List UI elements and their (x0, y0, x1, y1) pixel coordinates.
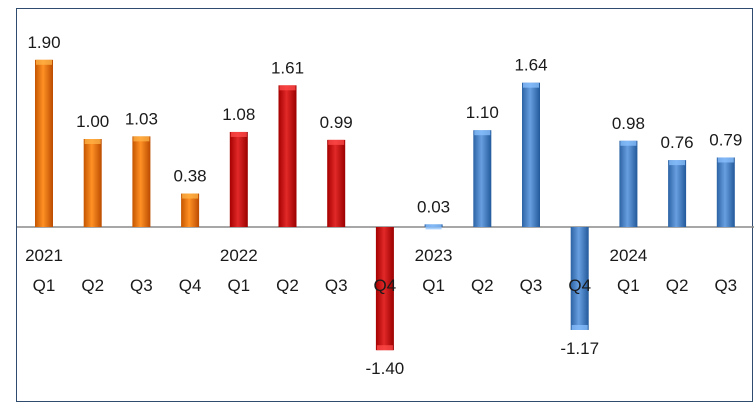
quarter-tick-label-2: Q3 (130, 276, 153, 295)
bar-cap-11 (571, 324, 588, 330)
value-label-4: 1.08 (222, 105, 255, 124)
quarter-tick-label-4: Q1 (227, 276, 250, 295)
value-label-6: 0.99 (320, 113, 353, 132)
quarter-tick-label-12: Q1 (617, 276, 640, 295)
quarter-tick-label-10: Q3 (520, 276, 543, 295)
quarter-tick-label-7: Q4 (374, 276, 397, 295)
bar-cap-6 (328, 139, 345, 145)
bar-7 (375, 227, 394, 351)
bar-1 (83, 139, 102, 227)
value-label-8: 0.03 (417, 197, 450, 216)
quarter-tick-label-9: Q2 (471, 276, 494, 295)
bar-cap-2 (133, 136, 150, 142)
value-label-2: 1.03 (125, 109, 158, 128)
quarter-tick-label-11: Q4 (568, 276, 591, 295)
bar-5 (278, 85, 297, 227)
bar-2 (132, 136, 151, 227)
bar-cap-10 (523, 82, 539, 88)
bar-cap-13 (669, 160, 686, 166)
bar-14 (716, 157, 735, 227)
quarter-tick-label-6: Q3 (325, 276, 348, 295)
quarter-tick-label-13: Q2 (666, 276, 689, 295)
bar-3 (181, 193, 200, 227)
value-label-10: 1.64 (514, 56, 547, 75)
bar-cap-1 (84, 139, 101, 144)
quarter-tick-label-5: Q2 (276, 276, 299, 295)
bar-chart: 1.90 1.00 1.03 0.38 1.08 1.61 0.99 -1.40 0.03 1.1… (17, 33, 754, 378)
year-tick-label-8: 2023 (415, 246, 453, 265)
value-label-3: 0.38 (174, 167, 207, 186)
value-label-11: -1.17 (560, 339, 599, 358)
bar-cap-9 (474, 130, 491, 136)
year-tick-label-0: 2021 (25, 246, 63, 265)
value-label-14: 0.79 (709, 130, 742, 149)
quarter-tick-label-14: Q3 (714, 276, 737, 295)
year-tick-label-4: 2022 (220, 246, 258, 265)
bar-cap-8 (425, 224, 442, 230)
value-label-1: 1.00 (76, 112, 109, 131)
chart-frame: 1.90 1.00 1.03 0.38 1.08 1.61 0.99 -1.40 0.03 1.1… (16, 8, 754, 402)
bar-cap-0 (36, 59, 52, 65)
bar-cap-7 (376, 345, 393, 351)
value-label-7: -1.40 (366, 359, 405, 378)
value-label-0: 1.90 (27, 33, 60, 52)
bar-0 (35, 59, 53, 227)
bar-cap-14 (717, 157, 734, 163)
bar-6 (327, 139, 346, 227)
value-label-13: 0.76 (661, 133, 694, 152)
bar-cap-3 (182, 193, 199, 199)
bar-13 (668, 160, 687, 227)
value-label-12: 0.98 (612, 114, 645, 133)
bar-cap-5 (279, 85, 296, 91)
year-tick-label-12: 2024 (609, 246, 647, 265)
value-label-5: 1.61 (271, 58, 304, 77)
quarter-tick-label-3: Q4 (179, 276, 202, 295)
quarter-tick-label-1: Q2 (81, 276, 104, 295)
quarter-tick-label-8: Q1 (422, 276, 445, 295)
bar-11 (570, 227, 589, 330)
value-label-9: 1.10 (466, 103, 499, 122)
bar-10 (522, 82, 540, 228)
bar-9 (473, 130, 492, 227)
quarter-tick-label-0: Q1 (33, 276, 56, 295)
bar-12 (619, 140, 638, 227)
bar-cap-4 (230, 131, 247, 137)
bar-4 (229, 131, 248, 227)
bar-cap-12 (620, 140, 637, 146)
